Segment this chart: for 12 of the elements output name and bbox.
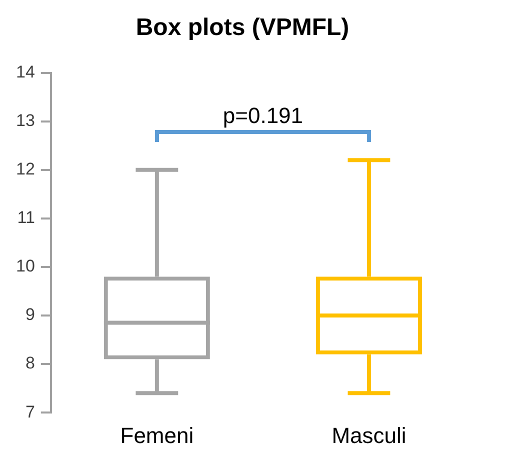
y-tick-label: 8 (25, 354, 35, 373)
y-tick-label: 9 (25, 305, 35, 324)
y-tick-label: 12 (16, 160, 35, 179)
y-tick-label: 7 (25, 402, 35, 422)
y-tick-label: 11 (17, 208, 35, 228)
y-tick-label: 13 (16, 111, 35, 130)
x-tick-label: Femeni (120, 422, 194, 448)
x-tick-label: Masculi (332, 422, 406, 448)
annotation: p=0.191 (222, 103, 304, 128)
chart-title: Box plots (VPMFL) (136, 14, 350, 42)
y-tick-label: 14 (16, 62, 35, 82)
y-tick-label: 10 (16, 256, 35, 276)
